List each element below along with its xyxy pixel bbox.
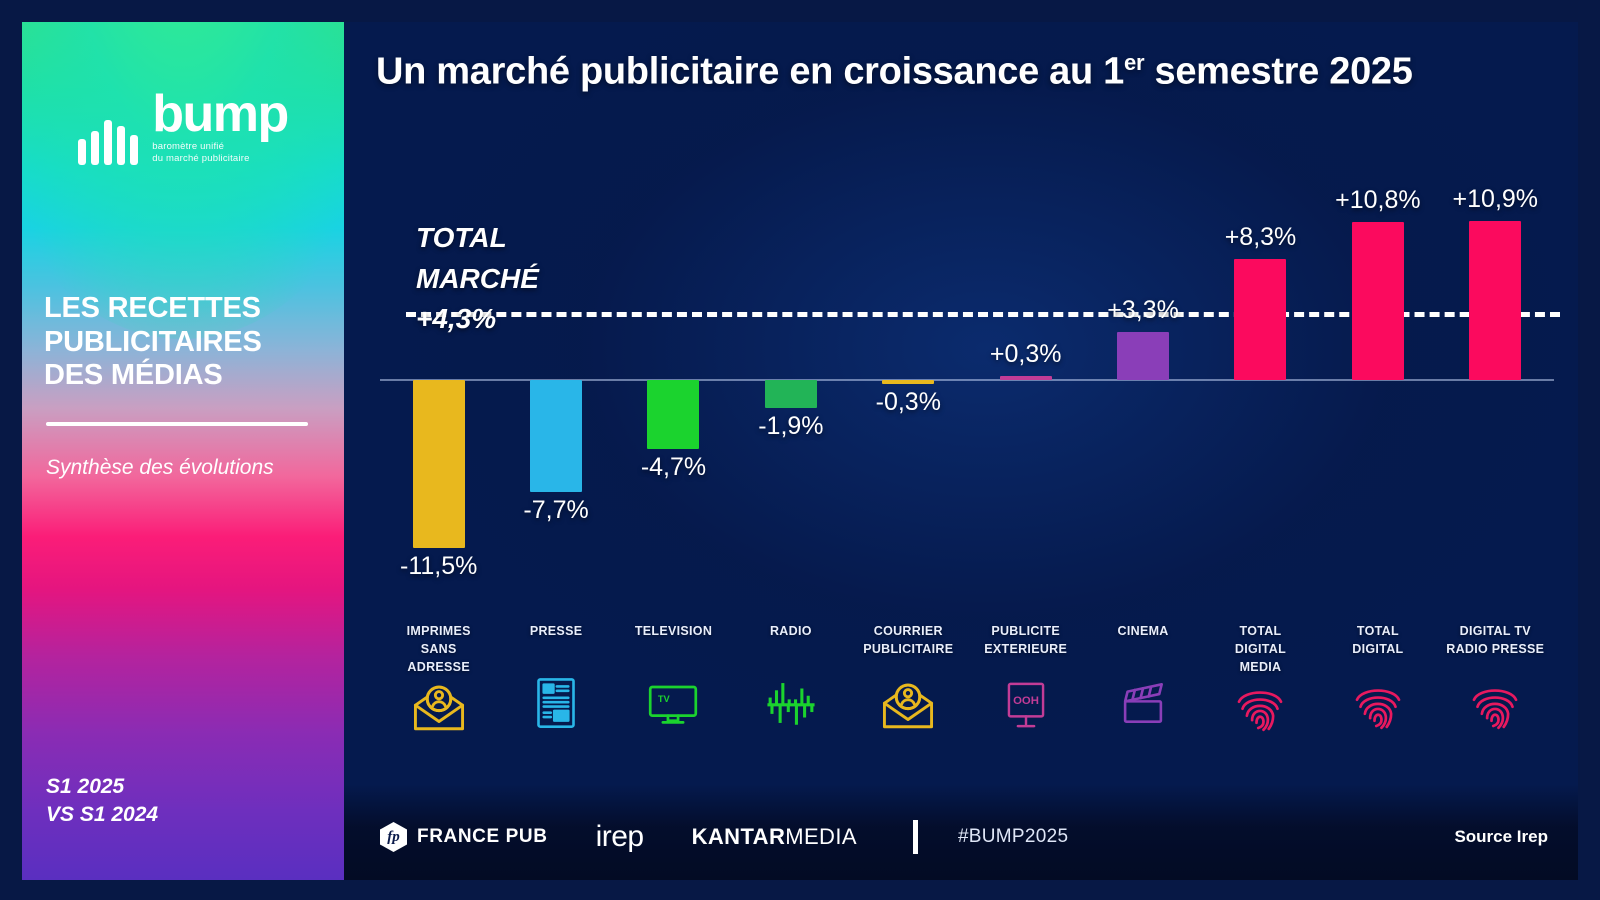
- bar[interactable]: [1117, 331, 1170, 380]
- category-label: PRESSE: [529, 624, 583, 638]
- bar-group: +10,8%: [1319, 142, 1436, 622]
- france-pub-logo: fp FRANCE PUB: [380, 822, 548, 852]
- page-title-ordinal: er: [1124, 50, 1145, 75]
- logo-tagline: baromètre unifié du marché publicitaire: [152, 141, 250, 165]
- category-item: TOTAL DIGITAL: [1319, 622, 1436, 734]
- kantar-bold: KANTAR: [691, 824, 786, 849]
- fingerprint-icon: [1466, 676, 1524, 734]
- total-market-value: +4,3%: [416, 303, 497, 335]
- category-item: IMPRIMES SANS ADRESSE: [380, 622, 497, 736]
- bar-group: +8,3%: [1202, 142, 1319, 622]
- category-label: IMPRIMES SANS ADRESSE: [406, 624, 471, 675]
- category-item: CINEMA: [1084, 622, 1201, 732]
- sidebar: bump baromètre unifié du marché publicit…: [22, 22, 344, 880]
- bar-value-label: +3,3%: [1107, 295, 1179, 324]
- sidebar-subtitle: Synthèse des évolutions: [46, 456, 274, 479]
- bar-value-label: +8,3%: [1224, 222, 1297, 251]
- bar-group: -11,5%: [380, 142, 497, 622]
- category-axis: IMPRIMES SANS ADRESSE PRESSE TELEVISION: [380, 622, 1554, 782]
- bar-value-label: -7,7%: [523, 496, 589, 525]
- category-label: RADIO: [769, 624, 812, 638]
- bar[interactable]: [999, 375, 1052, 380]
- category-label: PUBLICITE EXTERIEURE: [984, 624, 1068, 657]
- bump-logo: bump baromètre unifié du marché publicit…: [22, 85, 344, 165]
- source-label: Source Irep: [1454, 827, 1548, 846]
- reference-line-dashed: [406, 312, 1560, 317]
- bar[interactable]: [764, 380, 817, 408]
- clapperboard-icon: [1114, 674, 1172, 732]
- envelope-person-icon: [879, 676, 937, 734]
- total-market-line2: MARCHÉ: [416, 262, 539, 294]
- bar[interactable]: [412, 380, 465, 548]
- bar-group: -1,9%: [732, 142, 849, 622]
- footer: fp FRANCE PUB irep KANTARMEDIA #BUMP2025…: [344, 784, 1578, 880]
- footer-divider: [912, 820, 918, 854]
- billboard-ooh-icon: OOH: [997, 676, 1055, 734]
- france-pub-label: FRANCE PUB: [417, 826, 548, 847]
- logo-wordmark: bump: [152, 85, 289, 143]
- bar-group: +0,3%: [967, 142, 1084, 622]
- bar-value-label: +10,9%: [1452, 184, 1539, 213]
- category-item: RADIO: [732, 622, 849, 732]
- kantar-media-logo: KANTARMEDIA: [692, 824, 857, 850]
- page-title-main: Un marché publicitaire en croissance au …: [376, 50, 1124, 93]
- category-item: DIGITAL TV RADIO PRESSE: [1437, 622, 1554, 734]
- page-title-tail: semestre 2025: [1144, 50, 1413, 93]
- slide-canvas: bump baromètre unifié du marché publicit…: [22, 22, 1578, 880]
- category-label: TOTAL DIGITAL MEDIA: [1234, 624, 1287, 675]
- bar[interactable]: [530, 380, 583, 493]
- fingerprint-icon: [1231, 678, 1289, 736]
- hexagon-icon: fp: [380, 822, 407, 852]
- category-label: CINEMA: [1117, 624, 1169, 638]
- bar-value-label: -0,3%: [875, 388, 941, 417]
- bar-series: -11,5% -7,7% -4,7% -1,9% -0,3% +0,3% +3,3% +8,3…: [380, 142, 1554, 622]
- kantar-light: MEDIA: [785, 824, 857, 849]
- sidebar-title: LES RECETTES PUBLICITAIRES DES MÉDIAS: [44, 292, 262, 392]
- svg-text:OOH: OOH: [1013, 695, 1039, 707]
- total-market-label: TOTAL MARCHÉ +4,3%: [416, 218, 539, 340]
- svg-text:TV: TV: [658, 694, 671, 704]
- newspaper-icon: [527, 674, 585, 732]
- bar[interactable]: [1469, 220, 1522, 380]
- bar-value-label: +10,8%: [1335, 186, 1421, 215]
- bar-value-label: +0,3%: [989, 339, 1062, 368]
- category-item: COURRIER PUBLICITAIRE: [850, 622, 967, 734]
- bar-group: +3,3%: [1084, 142, 1201, 622]
- bar[interactable]: [1351, 222, 1404, 380]
- bar-group: -7,7%: [497, 142, 614, 622]
- bar-value-label: -1,9%: [758, 411, 824, 440]
- zero-axis-line: [380, 379, 1554, 381]
- bar-chart: TOTAL MARCHÉ +4,3% -11,5% -7,7% -4,7% -1,9%…: [344, 142, 1578, 622]
- bar[interactable]: [1234, 258, 1287, 380]
- envelope-person-icon: [410, 678, 468, 736]
- page-title: Un marché publicitaire en croissance au …: [376, 50, 1558, 94]
- bars-logo-icon: [78, 117, 139, 165]
- category-item: TOTAL DIGITAL MEDIA: [1202, 622, 1319, 736]
- radio-waveform-icon: [762, 674, 820, 732]
- irep-logo: irep: [595, 820, 645, 853]
- hashtag-label: #BUMP2025: [957, 826, 1069, 847]
- fingerprint-icon: [1349, 676, 1407, 734]
- category-item: TELEVISION TV: [615, 622, 732, 732]
- bar-value-label: -4,7%: [640, 452, 707, 481]
- bar[interactable]: [647, 380, 700, 449]
- category-label: COURRIER PUBLICITAIRE: [863, 624, 954, 657]
- total-market-line1: TOTAL: [416, 222, 507, 253]
- main-panel: Un marché publicitaire en croissance au …: [344, 22, 1578, 880]
- category-item: PUBLICITE EXTERIEURE OOH: [967, 622, 1084, 734]
- sidebar-period: S1 2025 VS S1 2024: [46, 775, 159, 826]
- sidebar-divider: [46, 422, 308, 426]
- category-label: TOTAL DIGITAL: [1352, 624, 1404, 657]
- bar-value-label: -11,5%: [400, 551, 478, 580]
- bar-group: -4,7%: [615, 142, 732, 622]
- bar[interactable]: [882, 380, 935, 385]
- tv-icon: TV: [644, 674, 702, 732]
- category-label: DIGITAL TV RADIO PRESSE: [1446, 624, 1545, 657]
- bar-group: +10,9%: [1437, 142, 1554, 622]
- bar-group: -0,3%: [850, 142, 967, 622]
- category-label: TELEVISION: [634, 624, 713, 638]
- category-item: PRESSE: [497, 622, 614, 732]
